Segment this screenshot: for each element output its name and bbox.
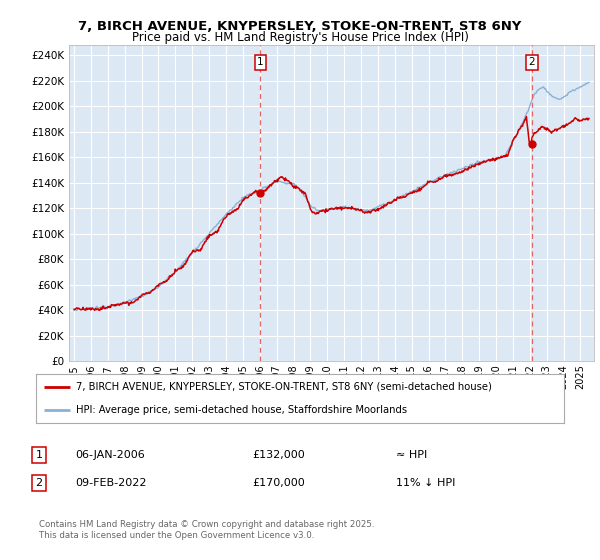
Text: HPI: Average price, semi-detached house, Staffordshire Moorlands: HPI: Average price, semi-detached house,… (76, 405, 407, 416)
Text: ≈ HPI: ≈ HPI (396, 450, 427, 460)
Text: 7, BIRCH AVENUE, KNYPERSLEY, STOKE-ON-TRENT, ST8 6NY (semi-detached house): 7, BIRCH AVENUE, KNYPERSLEY, STOKE-ON-TR… (76, 382, 491, 392)
Text: 1: 1 (35, 450, 43, 460)
Text: £132,000: £132,000 (252, 450, 305, 460)
Text: 7, BIRCH AVENUE, KNYPERSLEY, STOKE-ON-TRENT, ST8 6NY: 7, BIRCH AVENUE, KNYPERSLEY, STOKE-ON-TR… (79, 20, 521, 32)
Text: 2: 2 (35, 478, 43, 488)
Text: Contains HM Land Registry data © Crown copyright and database right 2025.
This d: Contains HM Land Registry data © Crown c… (39, 520, 374, 540)
Text: Price paid vs. HM Land Registry's House Price Index (HPI): Price paid vs. HM Land Registry's House … (131, 31, 469, 44)
Text: 2: 2 (529, 57, 535, 67)
Text: 11% ↓ HPI: 11% ↓ HPI (396, 478, 455, 488)
Text: 06-JAN-2006: 06-JAN-2006 (75, 450, 145, 460)
Text: £170,000: £170,000 (252, 478, 305, 488)
Text: 09-FEB-2022: 09-FEB-2022 (75, 478, 146, 488)
Text: 1: 1 (257, 57, 264, 67)
